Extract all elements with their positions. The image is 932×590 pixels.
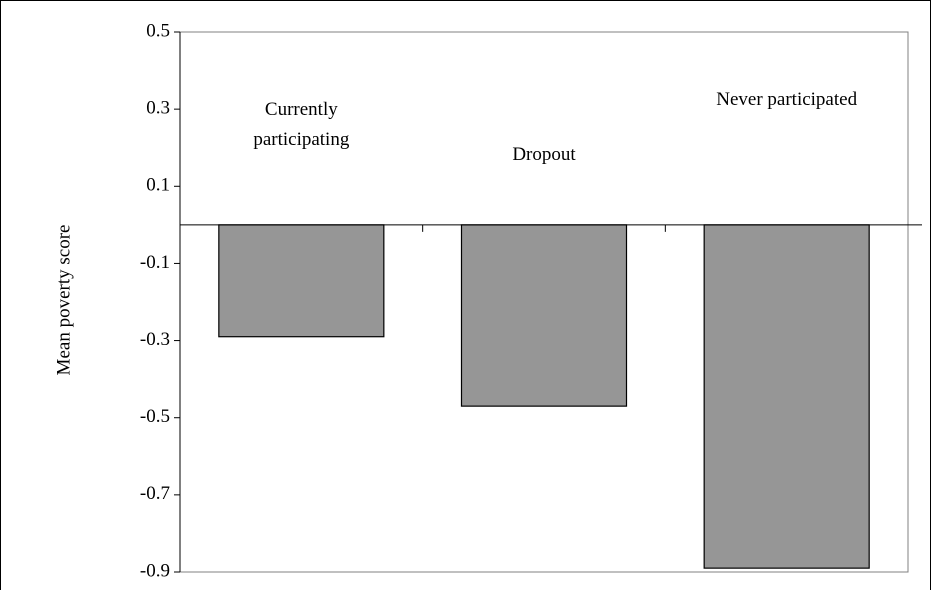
y-axis-title: Mean poverty score (53, 225, 74, 376)
y-tick-label: -0.7 (140, 483, 170, 504)
y-tick-label: -0.1 (140, 252, 170, 273)
y-tick-label: -0.9 (140, 560, 170, 581)
category-label: Currently participating (253, 99, 350, 150)
y-tick-label: 0.3 (146, 98, 170, 119)
bar (703, 224, 870, 569)
category-label: Dropout (512, 144, 576, 165)
y-tick-label: 0.5 (146, 20, 170, 41)
y-tick-label: 0.1 (146, 175, 170, 196)
bar (218, 224, 385, 338)
bar (460, 224, 628, 407)
category-label: Never participated (716, 89, 858, 110)
y-tick-label: -0.5 (140, 406, 170, 427)
y-tick-label: -0.3 (140, 329, 170, 350)
